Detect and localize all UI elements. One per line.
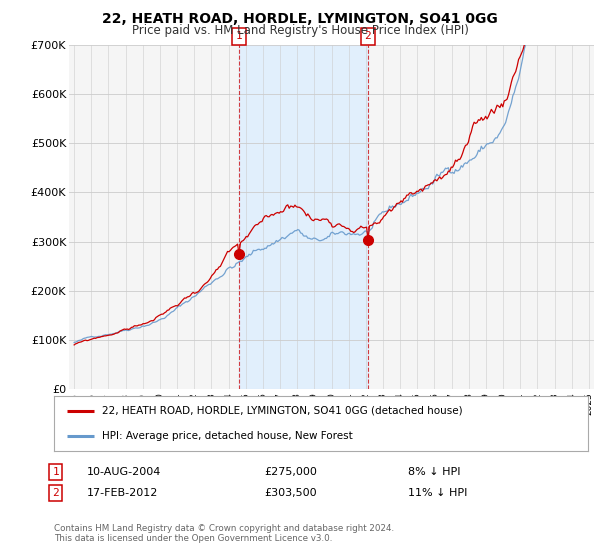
Text: 11% ↓ HPI: 11% ↓ HPI [408, 488, 467, 498]
Text: HPI: Average price, detached house, New Forest: HPI: Average price, detached house, New … [102, 431, 353, 441]
Text: 8% ↓ HPI: 8% ↓ HPI [408, 467, 461, 477]
Text: Contains HM Land Registry data © Crown copyright and database right 2024.
This d: Contains HM Land Registry data © Crown c… [54, 524, 394, 543]
Text: £303,500: £303,500 [264, 488, 317, 498]
Text: 1: 1 [52, 467, 59, 477]
Text: 22, HEATH ROAD, HORDLE, LYMINGTON, SO41 0GG: 22, HEATH ROAD, HORDLE, LYMINGTON, SO41 … [102, 12, 498, 26]
Text: 10-AUG-2004: 10-AUG-2004 [87, 467, 161, 477]
Text: Price paid vs. HM Land Registry's House Price Index (HPI): Price paid vs. HM Land Registry's House … [131, 24, 469, 36]
Bar [239, 45, 368, 389]
Text: £275,000: £275,000 [264, 467, 317, 477]
Text: 1: 1 [236, 31, 242, 41]
Text: 17-FEB-2012: 17-FEB-2012 [87, 488, 158, 498]
Text: 2: 2 [52, 488, 59, 498]
Text: 2: 2 [364, 31, 371, 41]
Text: 22, HEATH ROAD, HORDLE, LYMINGTON, SO41 0GG (detached house): 22, HEATH ROAD, HORDLE, LYMINGTON, SO41 … [102, 406, 463, 416]
